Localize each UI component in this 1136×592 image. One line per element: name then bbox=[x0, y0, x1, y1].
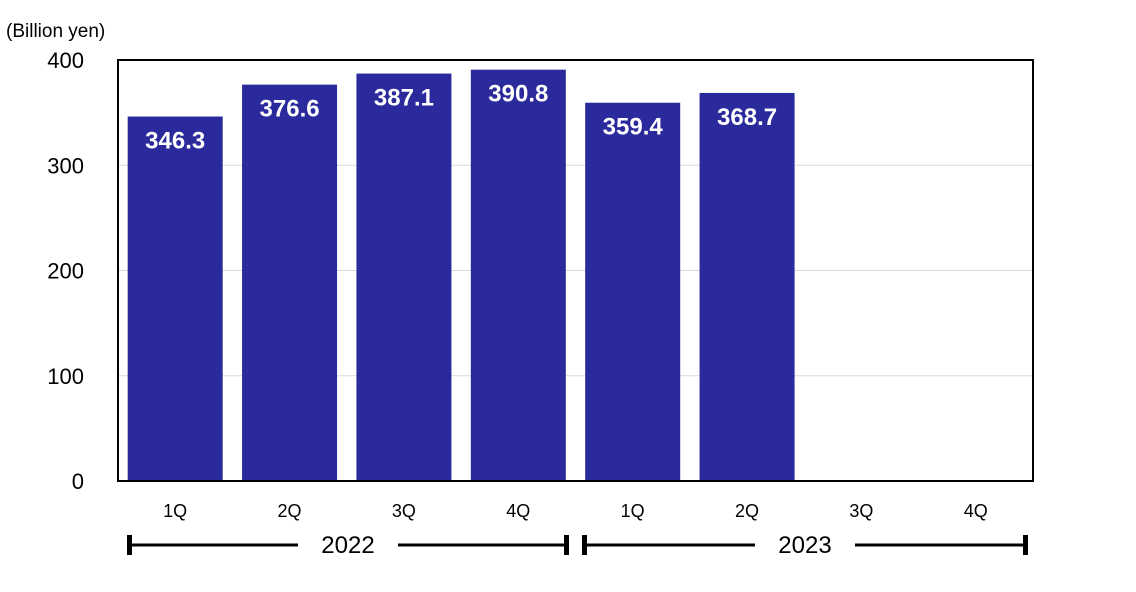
bar-value-label: 387.1 bbox=[374, 85, 434, 112]
bar-value-label: 376.6 bbox=[260, 96, 320, 123]
x-category-label: 3Q bbox=[392, 501, 416, 521]
bar-value-label: 359.4 bbox=[603, 114, 664, 141]
bracket-end-cap bbox=[127, 535, 132, 555]
bracket-end-cap bbox=[564, 535, 569, 555]
bar bbox=[242, 84, 338, 481]
x-category-label: 3Q bbox=[849, 501, 873, 521]
x-category-label: 1Q bbox=[621, 501, 645, 521]
year-group: 2023 bbox=[582, 532, 1028, 559]
x-category-label: 1Q bbox=[163, 501, 187, 521]
value-labels: 346.3 376.6 387.1 390.8 359.4 368.7 bbox=[145, 81, 777, 155]
bar bbox=[585, 102, 681, 481]
year-label: 2023 bbox=[778, 532, 831, 559]
x-category-label: 4Q bbox=[506, 501, 530, 521]
bar bbox=[127, 116, 223, 481]
y-axis-unit-label: (Billion yen) bbox=[6, 21, 105, 42]
bar-value-label: 368.7 bbox=[717, 104, 777, 131]
y-tick-label: 300 bbox=[47, 153, 84, 178]
x-category-label: 2Q bbox=[735, 501, 759, 521]
bracket-end-cap bbox=[1023, 535, 1028, 555]
year-label: 2022 bbox=[321, 532, 374, 559]
year-group: 2022 bbox=[127, 532, 569, 559]
x-axis-category-labels: 1Q 2Q 3Q 4Q 1Q 2Q 3Q 4Q bbox=[163, 501, 988, 521]
bars bbox=[127, 69, 795, 482]
bar bbox=[470, 69, 566, 482]
bracket-end-cap bbox=[582, 535, 587, 555]
y-tick-label: 0 bbox=[72, 469, 84, 494]
x-category-label: 4Q bbox=[964, 501, 988, 521]
y-tick-label: 200 bbox=[47, 259, 84, 284]
y-axis-ticks: 0 100 200 300 400 bbox=[47, 48, 84, 494]
y-tick-label: 100 bbox=[47, 364, 84, 389]
bar-value-label: 346.3 bbox=[145, 128, 205, 155]
plot-frame bbox=[117, 59, 1034, 482]
y-tick-label: 400 bbox=[47, 48, 84, 73]
year-group-brackets: 2022 2023 bbox=[127, 532, 1028, 559]
bar bbox=[699, 92, 795, 482]
bar-value-label: 390.8 bbox=[488, 81, 548, 108]
x-category-label: 2Q bbox=[278, 501, 302, 521]
bar bbox=[356, 73, 452, 482]
